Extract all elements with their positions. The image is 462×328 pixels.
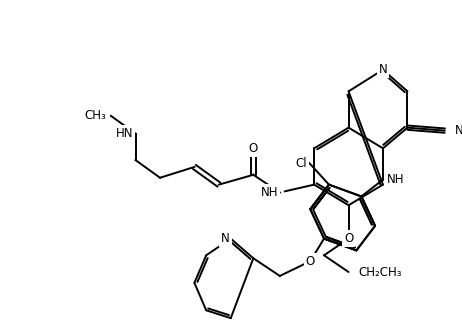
Text: NH: NH <box>261 186 278 199</box>
Text: NH: NH <box>387 173 404 186</box>
Text: O: O <box>306 255 315 268</box>
Text: Cl: Cl <box>296 156 307 170</box>
Text: N: N <box>221 232 230 245</box>
Text: CH₂CH₃: CH₂CH₃ <box>359 265 402 278</box>
Text: N: N <box>455 124 462 137</box>
Text: N: N <box>455 124 462 137</box>
Text: O: O <box>344 232 353 245</box>
Text: O: O <box>344 232 353 245</box>
Text: HN: HN <box>116 127 134 140</box>
Text: CH₃: CH₃ <box>84 109 106 122</box>
Text: O: O <box>249 142 258 155</box>
Text: N: N <box>378 63 387 76</box>
